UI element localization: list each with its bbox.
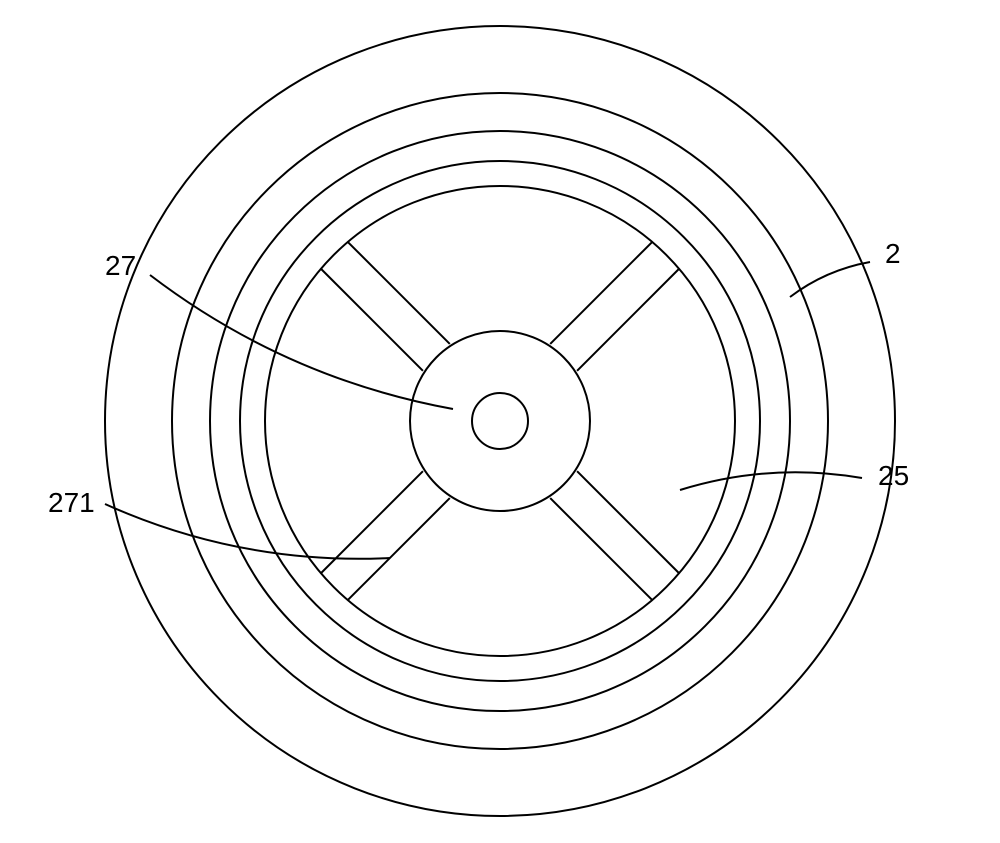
spoke-2-side-a (347, 241, 450, 344)
label-271: 271 (48, 487, 95, 518)
hub (410, 331, 590, 511)
hub-outer (410, 331, 590, 511)
wheel-diagram: 27 271 2 25 (0, 0, 1000, 843)
spoke-3-side-a (577, 268, 680, 371)
spoke-3-side-b (550, 241, 653, 344)
label-25: 25 (878, 460, 909, 491)
label-27: 27 (105, 250, 136, 281)
spoke-0-side-b (577, 471, 680, 574)
leader-271 (105, 504, 390, 559)
spoke-2-side-b (320, 268, 423, 371)
label-2: 2 (885, 238, 901, 269)
leader-25 (680, 472, 862, 490)
spoke-1-side-b (347, 498, 450, 601)
spoke-0-side-a (550, 498, 653, 601)
